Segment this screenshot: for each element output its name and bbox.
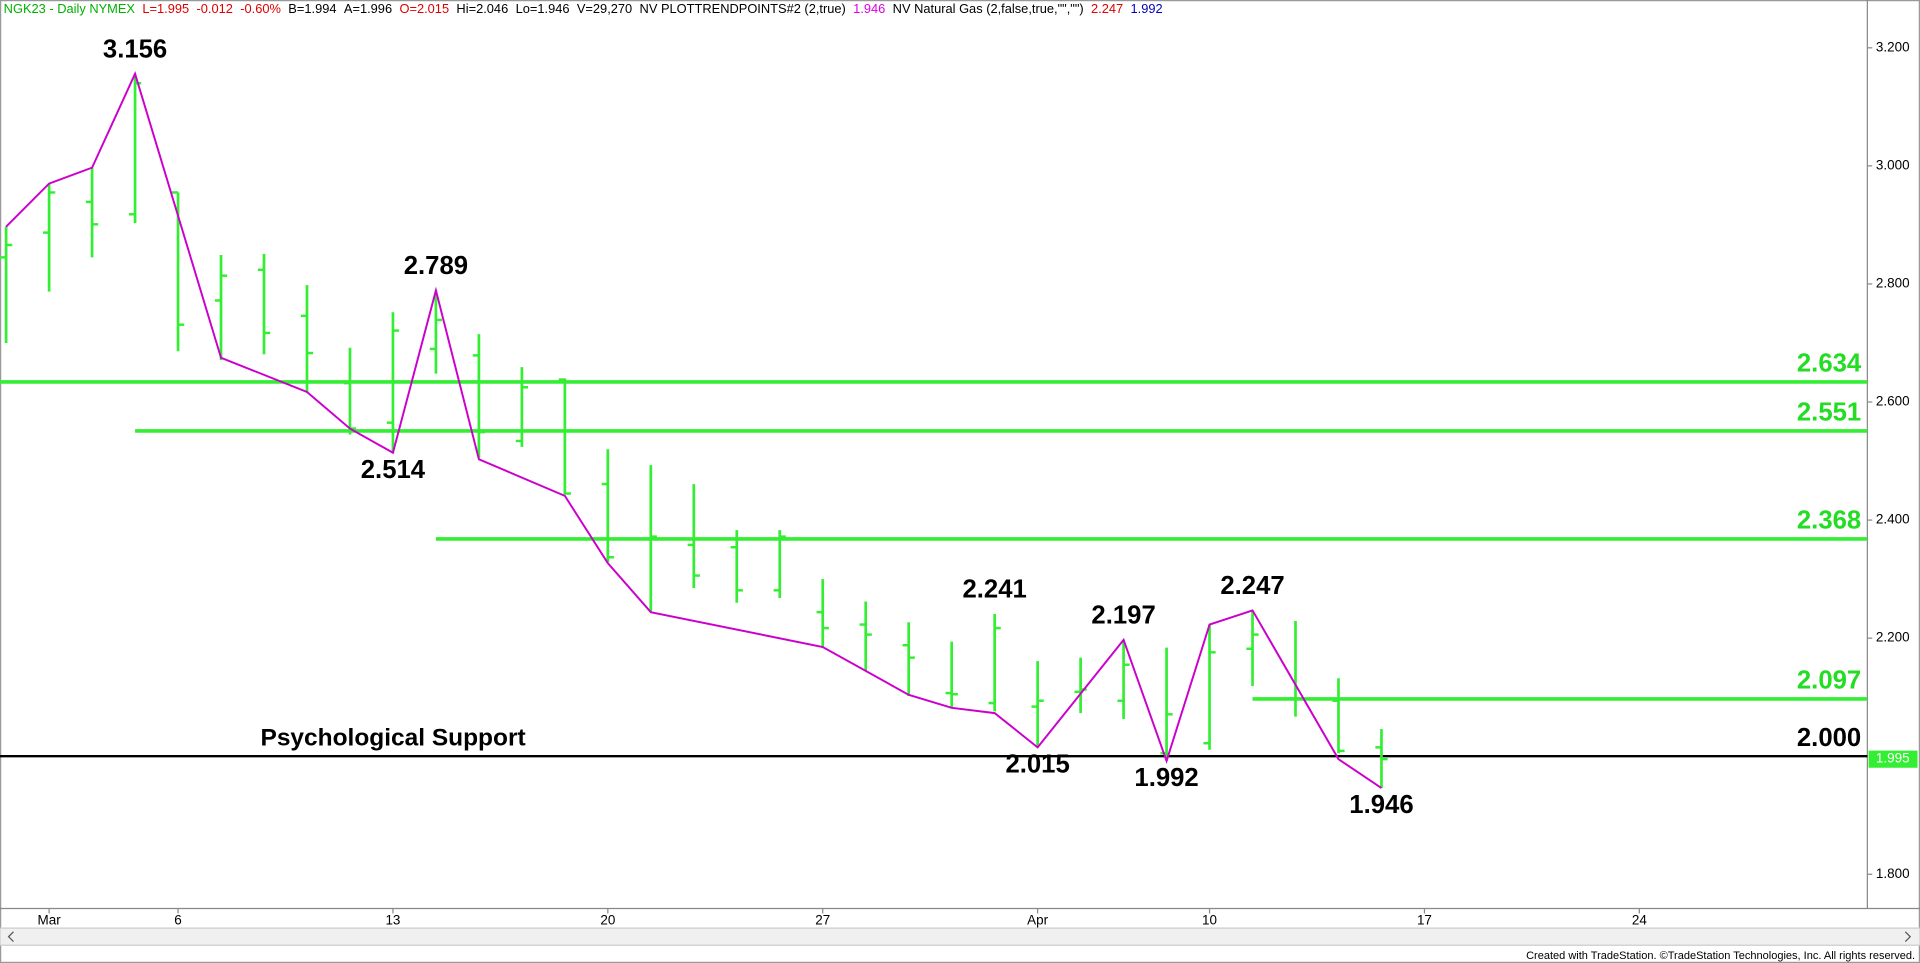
pivot-label: 2.514 [361,456,426,484]
trend-line [5,71,1383,789]
pivot-label: 2.015 [1005,751,1069,779]
y-tick-label: 2.400 [1876,512,1910,527]
header-segment: L=1.995 [142,1,189,16]
header-segment: 1.992 [1131,1,1163,16]
y-tick-label: 3.200 [1876,39,1910,54]
scrollbar[interactable] [0,927,1920,946]
x-tick-label: 24 [1632,912,1647,927]
y-tick-label: 2.600 [1876,394,1910,409]
x-tick-label: 27 [815,912,830,927]
pivot-label: 2.241 [962,575,1026,603]
level-label: 2.551 [1797,399,1861,427]
last-price-box [1868,750,1918,768]
header-segment: Hi=2.046 [456,1,508,16]
x-tick-label: 10 [1202,912,1217,927]
y-tick-label: 3.000 [1876,157,1910,172]
level-note: Psychological Support [260,725,525,752]
scroll-right[interactable] [1904,931,1912,943]
y-tick-label: 2.800 [1876,276,1910,291]
header-segment: 2.247 [1091,1,1123,16]
pivot-label: 1.946 [1349,791,1413,819]
header: NGK23 - Daily NYMEX L=1.995 -0.012 -0.60% B=… [4,1,1163,16]
x-tick-label: Mar [38,912,62,927]
scroll-left[interactable] [7,931,14,943]
header-segment: NGK23 - Daily NYMEX [4,1,136,16]
x-tick-label: 6 [174,912,181,927]
header-segment: Lo=1.946 [516,1,570,16]
pivot-label: 2.789 [404,252,468,280]
level-label: 2.634 [1797,350,1862,378]
header-segment: NV Natural Gas (2,false,true,"","") [893,1,1084,16]
footer: Created with TradeStation. ©TradeStation… [1526,950,1915,962]
header-segment: B=1.994 [288,1,336,16]
pivot-label: 1.992 [1134,764,1198,792]
x-tick-label: 17 [1417,912,1432,927]
y-tick-label: 2.200 [1876,630,1910,645]
header-segment: -0.012 [196,1,232,16]
header-segment: -0.60% [240,1,281,16]
y-tick-label: 1.800 [1876,866,1910,881]
level-label: 2.097 [1797,667,1861,695]
header-segment: V=29,270 [577,1,632,16]
x-tick-label: Apr [1027,912,1048,927]
last-price-label: 1.995 [1876,751,1910,766]
pivot-label: 2.247 [1220,572,1284,600]
x-tick-label: 20 [600,912,615,927]
header-segment: O=2.015 [399,1,449,16]
header-segment: 1.946 [853,1,885,16]
header-segment: NV PLOTTRENDPOINTS#2 (2,true) [640,1,846,16]
header-segment: A=1.996 [344,1,392,16]
level-label: 2.000 [1797,724,1861,752]
level-label: 2.368 [1797,507,1861,535]
x-tick-label: 13 [385,912,400,927]
pivot-label: 2.197 [1091,601,1155,629]
pivot-label: 3.156 [103,35,167,63]
